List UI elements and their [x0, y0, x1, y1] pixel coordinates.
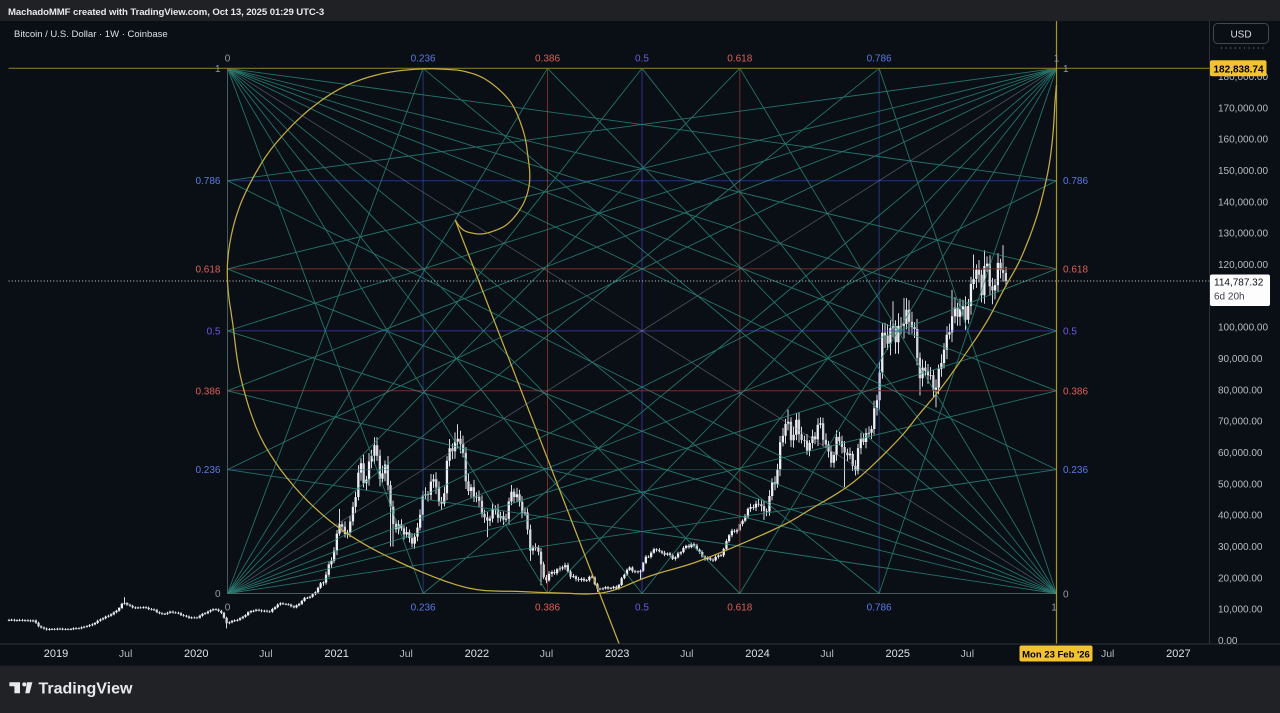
svg-text:0.236: 0.236: [195, 465, 220, 476]
svg-text:150,000.00: 150,000.00: [1218, 166, 1268, 177]
svg-text:Jul: Jul: [680, 648, 693, 660]
svg-text:Jul: Jul: [820, 648, 833, 660]
svg-text:0.618: 0.618: [195, 264, 220, 275]
svg-text:Bitcoin / U.S. Dollar · 1W · C: Bitcoin / U.S. Dollar · 1W · Coinbase: [14, 29, 168, 40]
svg-text:0.386: 0.386: [535, 54, 560, 65]
svg-text:1: 1: [1063, 64, 1069, 75]
svg-text:120,000.00: 120,000.00: [1218, 260, 1268, 271]
svg-text:Jul: Jul: [119, 648, 132, 660]
svg-text:MachadoMMF created with Tradin: MachadoMMF created with TradingView.com,…: [8, 7, 324, 18]
svg-text:2025: 2025: [886, 648, 910, 660]
svg-text:6d 20h: 6d 20h: [1214, 292, 1245, 303]
svg-text:Mon 23 Feb '26: Mon 23 Feb '26: [1022, 650, 1090, 661]
svg-text:0.786: 0.786: [867, 603, 892, 614]
svg-text:0: 0: [215, 589, 221, 600]
svg-text:0.386: 0.386: [1063, 386, 1088, 397]
svg-text:2022: 2022: [465, 648, 489, 660]
svg-text:50,000.00: 50,000.00: [1218, 479, 1263, 490]
svg-text:30,000.00: 30,000.00: [1218, 542, 1263, 553]
svg-text:130,000.00: 130,000.00: [1218, 229, 1268, 240]
svg-text:10,000.00: 10,000.00: [1218, 605, 1263, 616]
svg-text:114,787.32: 114,787.32: [1214, 278, 1264, 289]
svg-text:2019: 2019: [44, 648, 68, 660]
svg-text:0.386: 0.386: [535, 603, 560, 614]
svg-text:0.5: 0.5: [635, 603, 649, 614]
svg-text:0.5: 0.5: [1063, 326, 1077, 337]
svg-text:100,000.00: 100,000.00: [1218, 323, 1268, 334]
svg-text:40,000.00: 40,000.00: [1218, 511, 1263, 522]
svg-text:140,000.00: 140,000.00: [1218, 197, 1268, 208]
svg-text:182,838.74: 182,838.74: [1214, 64, 1264, 75]
svg-text:2021: 2021: [324, 648, 348, 660]
svg-text:180,000.00: 180,000.00: [1218, 72, 1268, 83]
svg-text:0.5: 0.5: [207, 326, 221, 337]
svg-text:0.786: 0.786: [195, 176, 220, 187]
svg-text:2023: 2023: [605, 648, 629, 660]
svg-text:2024: 2024: [745, 648, 769, 660]
svg-text:0.618: 0.618: [727, 603, 752, 614]
svg-text:70,000.00: 70,000.00: [1218, 417, 1263, 428]
svg-text:0.236: 0.236: [411, 54, 436, 65]
svg-text:80,000.00: 80,000.00: [1218, 385, 1263, 396]
svg-text:0: 0: [1063, 590, 1069, 601]
svg-text:0.786: 0.786: [1063, 176, 1088, 187]
svg-text:0: 0: [225, 603, 231, 614]
svg-text:0.236: 0.236: [1063, 465, 1088, 476]
svg-text:Jul: Jul: [399, 648, 412, 660]
svg-text:0.00: 0.00: [1218, 636, 1238, 647]
svg-text:USD: USD: [1230, 30, 1251, 41]
svg-text:Jul: Jul: [961, 648, 974, 660]
svg-text:1: 1: [1054, 54, 1060, 65]
svg-text:2027: 2027: [1166, 648, 1190, 660]
svg-text:90,000.00: 90,000.00: [1218, 354, 1263, 365]
svg-text:170,000.00: 170,000.00: [1218, 103, 1268, 114]
svg-text:0.5: 0.5: [635, 54, 649, 65]
svg-text:2020: 2020: [184, 648, 208, 660]
svg-text:Jul: Jul: [1101, 648, 1114, 660]
svg-text:1: 1: [1051, 603, 1057, 614]
svg-text:TradingView: TradingView: [39, 681, 134, 698]
svg-text:160,000.00: 160,000.00: [1218, 135, 1268, 146]
svg-text:20,000.00: 20,000.00: [1218, 573, 1263, 584]
svg-text:60,000.00: 60,000.00: [1218, 448, 1263, 459]
svg-text:0.618: 0.618: [727, 54, 752, 65]
svg-text:0: 0: [225, 54, 231, 65]
svg-text:0.618: 0.618: [1063, 264, 1088, 275]
svg-text:Jul: Jul: [259, 648, 272, 660]
svg-text:0.386: 0.386: [195, 386, 220, 397]
svg-text:Jul: Jul: [540, 648, 553, 660]
svg-text:0.236: 0.236: [411, 603, 436, 614]
svg-text:1: 1: [215, 64, 221, 75]
svg-text:0.786: 0.786: [867, 54, 892, 65]
